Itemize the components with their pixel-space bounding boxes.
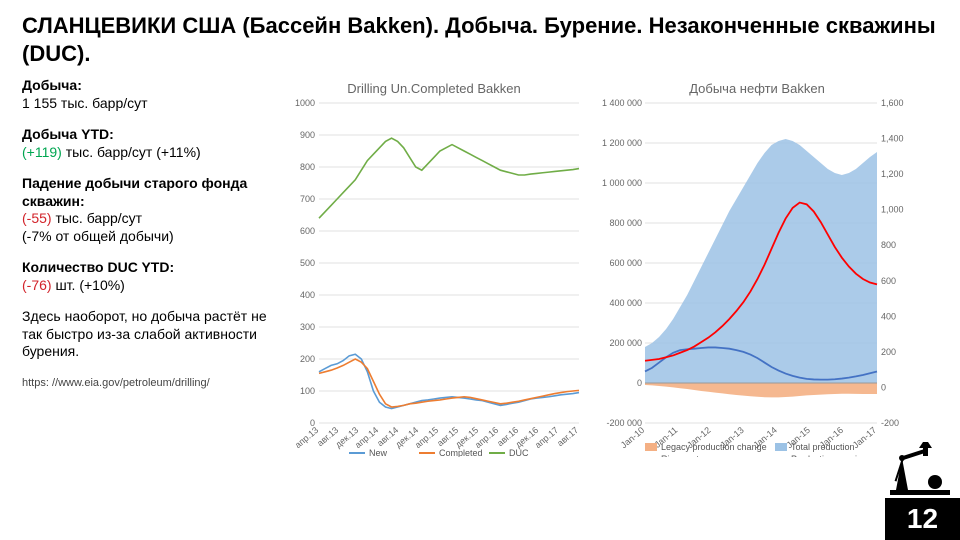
svg-text:500: 500 — [300, 258, 315, 268]
svg-text:0: 0 — [637, 378, 642, 388]
notes: Здесь наоборот, но добыча растёт не так … — [22, 308, 267, 361]
svg-text:Legacy production change: Legacy production change — [661, 442, 767, 452]
stat-duc-num: (-76) — [22, 277, 52, 293]
svg-text:200: 200 — [881, 347, 896, 357]
stat-prod-label: Добыча: — [22, 77, 82, 93]
svg-text:Production per rig: Production per rig — [791, 454, 862, 457]
svg-text:Total production: Total production — [791, 442, 855, 452]
svg-text:600 000: 600 000 — [609, 258, 642, 268]
svg-text:800 000: 800 000 — [609, 218, 642, 228]
svg-text:400 000: 400 000 — [609, 298, 642, 308]
svg-text:600: 600 — [300, 226, 315, 236]
charts-area: Drilling Un.Completed Bakken 0 100 200 300 4… — [279, 77, 938, 457]
svg-text:600: 600 — [881, 276, 896, 286]
svg-text:Rig count: Rig count — [661, 454, 700, 457]
stat-legacy-label: Падение добычи старого фонда скважин: — [22, 175, 247, 209]
stat-legacy-txt2: (-7% от общей добычи) — [22, 228, 174, 244]
svg-text:100: 100 — [300, 386, 315, 396]
source-link: https: //www.eia.gov/petroleum/drilling/ — [22, 377, 267, 391]
svg-text:900: 900 — [300, 130, 315, 140]
chart-production: Добыча нефти Bakken -200 0000200 000400 … — [597, 77, 917, 457]
svg-text:DUC: DUC — [509, 448, 529, 457]
svg-text:Completed: Completed — [439, 448, 483, 457]
svg-text:700: 700 — [300, 194, 315, 204]
svg-text:1000: 1000 — [295, 98, 315, 108]
stat-ytd-num: (+119) — [22, 144, 62, 160]
svg-text:200 000: 200 000 — [609, 338, 642, 348]
svg-text:1,000: 1,000 — [881, 205, 904, 215]
slide: СЛАНЦЕВИКИ США (Бассейн Bakken). Добыча.… — [0, 0, 960, 540]
stat-duc-label: Количество DUC YTD: — [22, 259, 174, 275]
svg-text:1 400 000: 1 400 000 — [602, 98, 642, 108]
svg-text:-200: -200 — [881, 418, 899, 428]
pumpjack-icon — [890, 440, 950, 495]
svg-text:800: 800 — [881, 240, 896, 250]
page-title: СЛАНЦЕВИКИ США (Бассейн Bakken). Добыча.… — [22, 12, 938, 67]
stat-ytd-label: Добыча YTD: — [22, 126, 114, 142]
page-number: 12 — [885, 498, 960, 540]
stat-duc-txt: шт. (+10%) — [52, 277, 125, 293]
body: Добыча: 1 155 тыс. барр/сут Добыча YTD: … — [22, 77, 938, 457]
stat-prod-value: 1 155 тыс. барр/сут — [22, 95, 148, 111]
chart-prod-title: Добыча нефти Bakken — [597, 81, 917, 96]
svg-text:Jan-10: Jan-10 — [619, 425, 647, 450]
stat-legacy: Падение добычи старого фонда скважин: (-… — [22, 175, 267, 245]
svg-text:Jan-17: Jan-17 — [851, 425, 879, 450]
svg-text:New: New — [369, 448, 388, 457]
svg-text:апр.13: апр.13 — [293, 425, 320, 450]
svg-text:400: 400 — [300, 290, 315, 300]
svg-text:1,600: 1,600 — [881, 98, 904, 108]
stat-ytd: Добыча YTD: (+119) тыс. барр/сут (+11%) — [22, 126, 267, 161]
stat-production: Добыча: 1 155 тыс. барр/сут — [22, 77, 267, 112]
stat-legacy-txt: тыс. барр/сут — [52, 210, 143, 226]
svg-text:1,200: 1,200 — [881, 169, 904, 179]
chart-duc-title: Drilling Un.Completed Bakken — [279, 81, 589, 96]
svg-text:200: 200 — [300, 354, 315, 364]
svg-text:1 000 000: 1 000 000 — [602, 178, 642, 188]
svg-text:0: 0 — [881, 382, 886, 392]
stat-duc: Количество DUC YTD: (-76) шт. (+10%) — [22, 259, 267, 294]
stat-ytd-txt: тыс. барр/сут (+11%) — [62, 144, 201, 160]
left-column: Добыча: 1 155 тыс. барр/сут Добыча YTD: … — [22, 77, 267, 457]
stat-legacy-num: (-55) — [22, 210, 52, 226]
chart-duc: Drilling Un.Completed Bakken 01002003004… — [279, 77, 589, 457]
svg-text:300: 300 — [300, 322, 315, 332]
svg-text:авг.17: авг.17 — [555, 425, 580, 448]
svg-text:1,400: 1,400 — [881, 134, 904, 144]
svg-text:400: 400 — [881, 311, 896, 321]
svg-text:1 200 000: 1 200 000 — [602, 138, 642, 148]
svg-text:800: 800 — [300, 162, 315, 172]
